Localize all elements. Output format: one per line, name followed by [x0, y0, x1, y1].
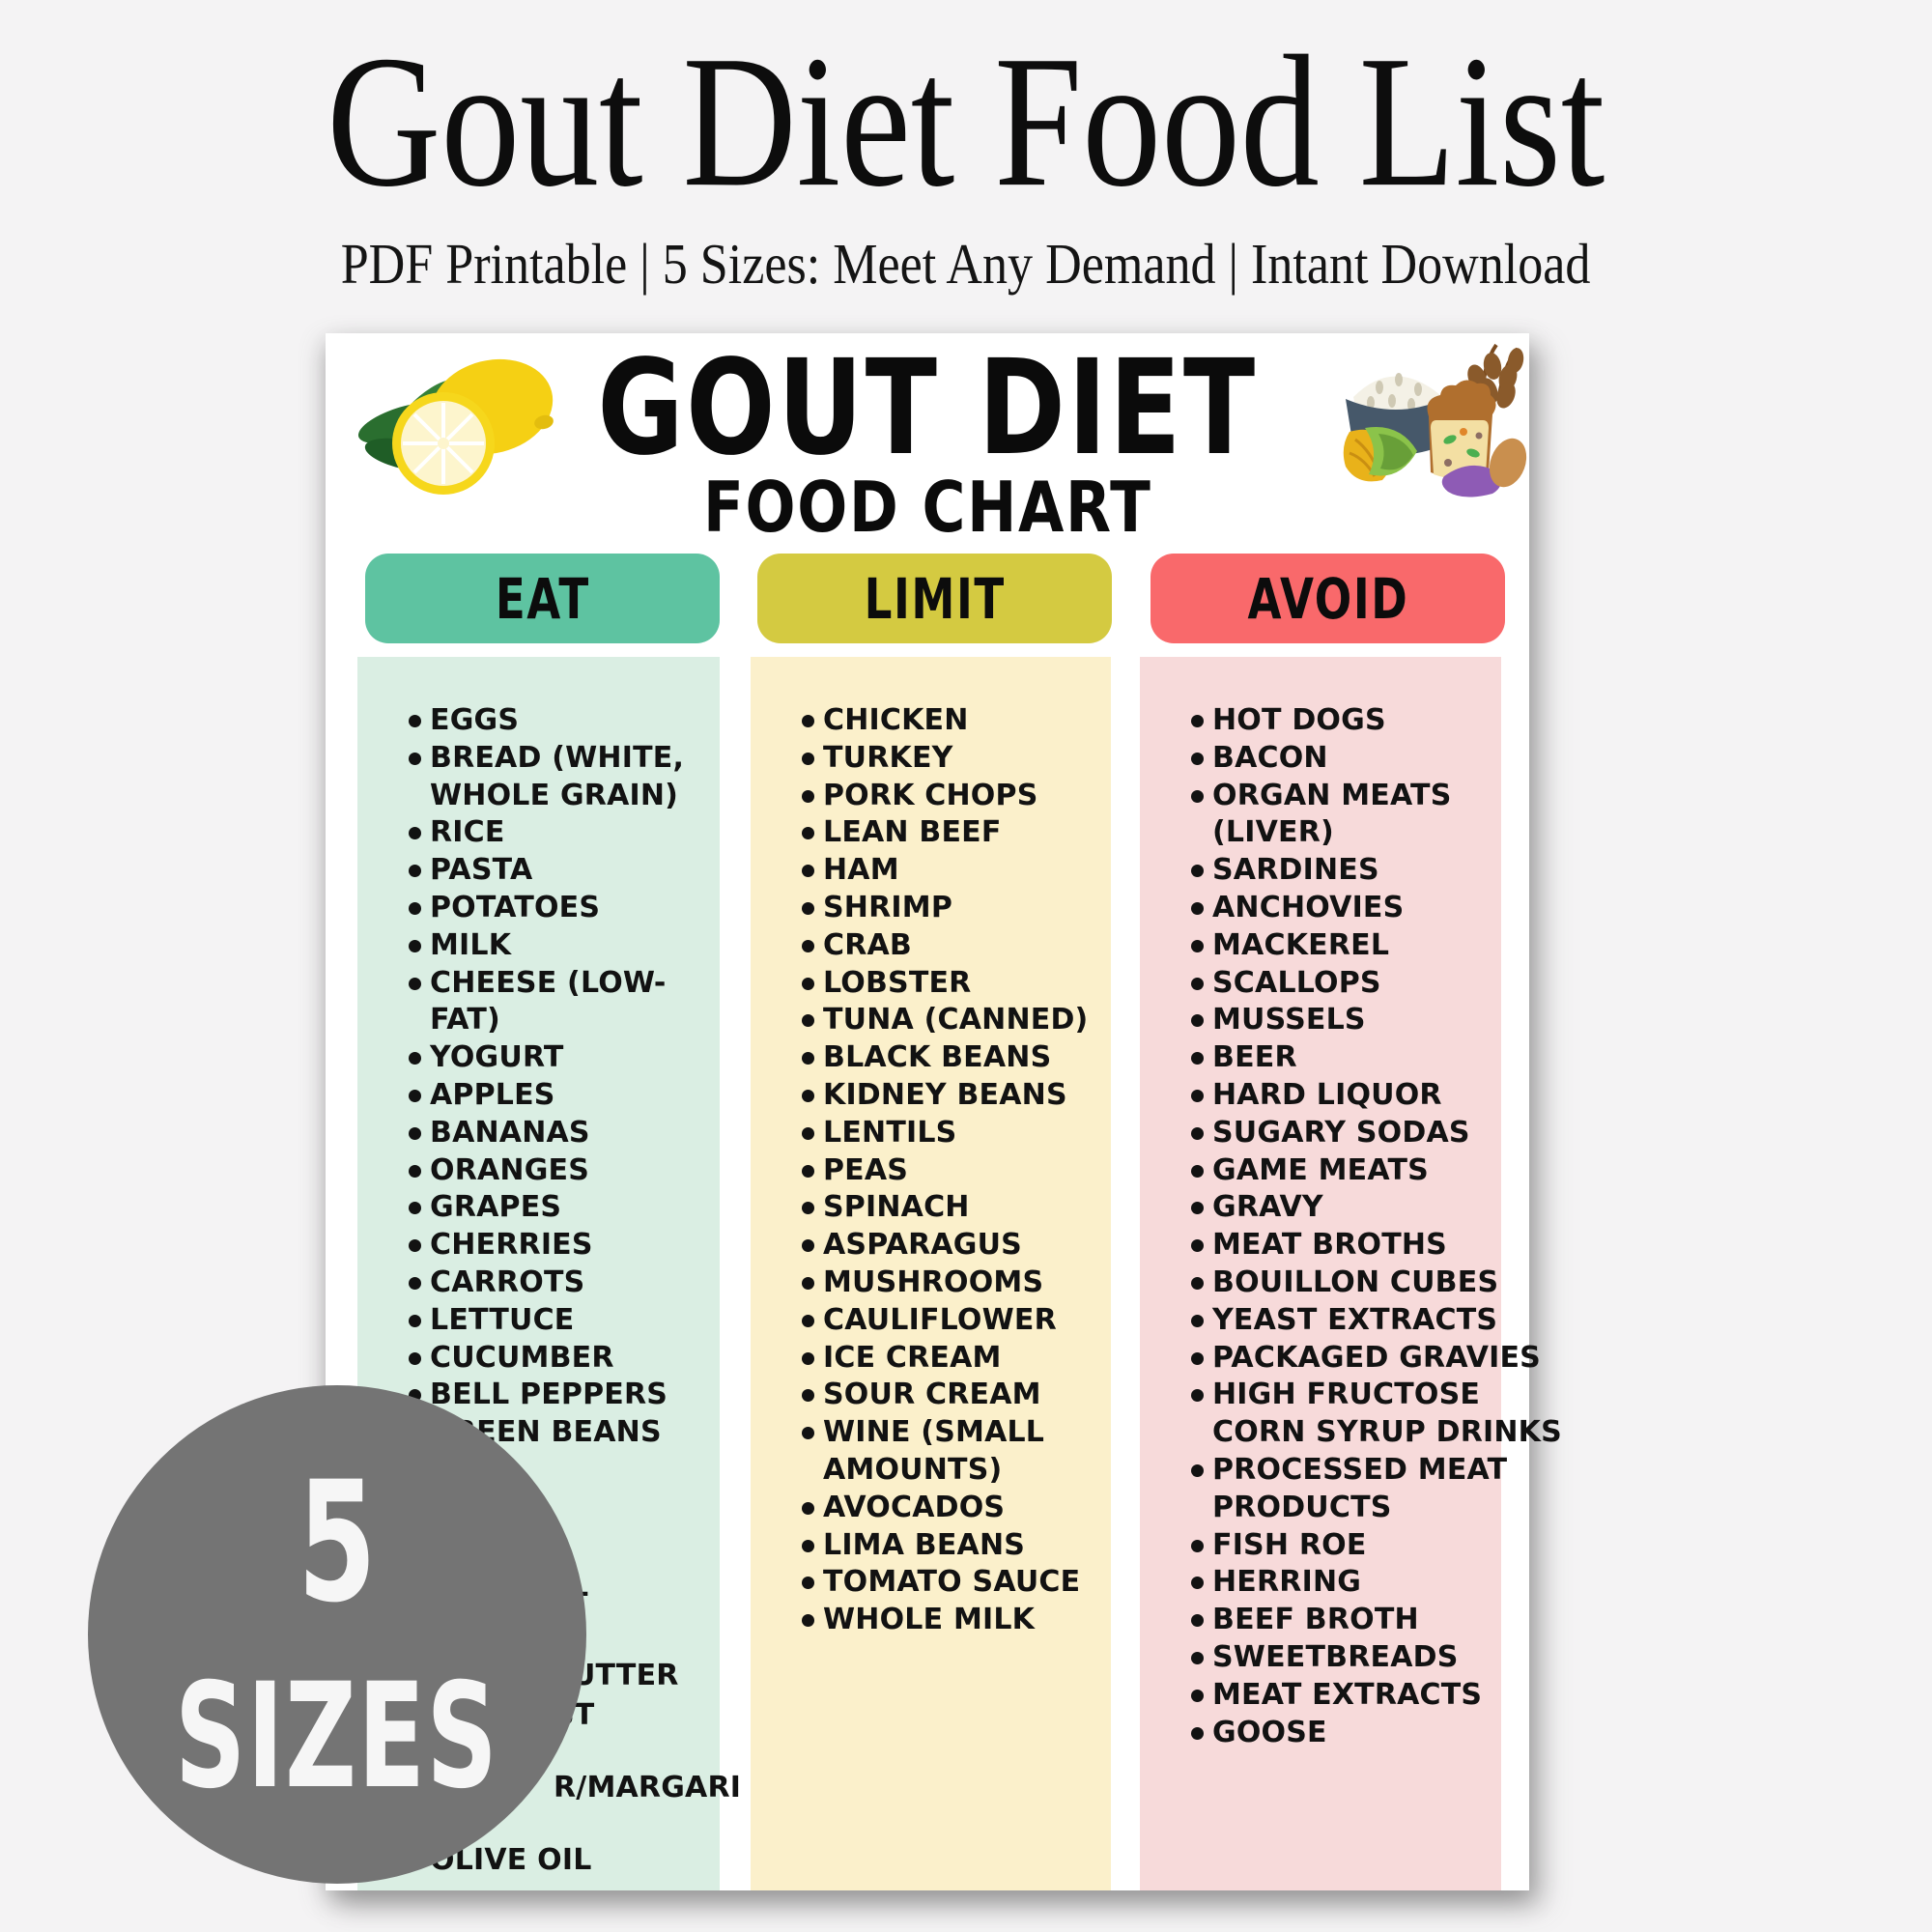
- grains-bread-icon: [1336, 339, 1529, 505]
- list-item: FISH ROE: [1140, 1527, 1501, 1565]
- obscured-list-fragment: UTTER: [572, 1659, 679, 1692]
- food-list-avoid: HOT DOGS BACON ORGAN MEATS (LIVER) SARDINES A…: [1140, 657, 1562, 1752]
- list-item: CRAB: [751, 927, 1111, 965]
- list-item: KIDNEY BEANS: [751, 1077, 1111, 1115]
- list-item: YOGURT: [357, 1039, 720, 1077]
- list-item: BANANAS: [357, 1115, 720, 1152]
- lemon-icon: [351, 351, 561, 501]
- list-item: BEER: [1140, 1039, 1501, 1077]
- food-list-eat: EGGS BREAD (WHITE, WHOLE GRAIN) RICE PASTA PO…: [357, 657, 720, 1452]
- list-item: YEAST EXTRACTS: [1140, 1302, 1501, 1340]
- list-item: LOBSTER: [751, 965, 1111, 1003]
- chart-subtitle: FOOD CHART: [702, 467, 1152, 548]
- column-header-limit: LIMIT: [757, 554, 1112, 643]
- obscured-list-fragment: R/MARGARI: [554, 1771, 742, 1804]
- list-item: HERRING: [1140, 1564, 1501, 1602]
- list-item: CHICKEN: [751, 702, 1111, 740]
- list-item: SUGARY SODAS: [1140, 1115, 1501, 1152]
- list-item: BACON: [1140, 740, 1501, 778]
- list-item: PORK CHOPS: [751, 778, 1111, 815]
- list-item: WINE (SMALL AMOUNTS): [751, 1414, 1111, 1490]
- badge-count: 5: [298, 1445, 377, 1639]
- list-item: SPINACH: [751, 1189, 1111, 1227]
- list-item: CUCUMBER: [357, 1340, 720, 1378]
- list-item: TUNA (CANNED): [751, 1002, 1111, 1039]
- list-item: RICE: [357, 814, 720, 852]
- list-item: BOUILLON CUBES: [1140, 1264, 1501, 1302]
- list-item: SCALLOPS: [1140, 965, 1501, 1003]
- list-item: GOOSE: [1140, 1715, 1501, 1752]
- list-item: ORANGES: [357, 1152, 720, 1190]
- list-item: HOT DOGS: [1140, 702, 1501, 740]
- list-item: LETTUCE: [357, 1302, 720, 1340]
- column-body-avoid: HOT DOGS BACON ORGAN MEATS (LIVER) SARDINES A…: [1140, 657, 1562, 1890]
- list-item: CHEESE (LOW- FAT): [357, 965, 720, 1040]
- list-item: ASPARAGUS: [751, 1227, 1111, 1264]
- list-item: ORGAN MEATS (LIVER): [1140, 778, 1501, 853]
- list-item: MILK: [357, 927, 720, 965]
- list-item: MEAT EXTRACTS: [1140, 1677, 1501, 1715]
- list-item: SARDINES: [1140, 852, 1501, 890]
- list-item: MUSSELS: [1140, 1002, 1501, 1039]
- list-item: AVOCADOS: [751, 1490, 1111, 1527]
- list-item: BELL PEPPERS: [357, 1377, 720, 1414]
- list-item: EGGS: [357, 702, 720, 740]
- list-item: CAULIFLOWER: [751, 1302, 1111, 1340]
- list-item: GRAVY: [1140, 1189, 1501, 1227]
- list-item: HIGH FRUCTOSE CORN SYRUP DRINKS: [1140, 1377, 1562, 1452]
- list-item: PACKAGED GRAVIES: [1140, 1340, 1541, 1378]
- list-item: PEAS: [751, 1152, 1111, 1190]
- list-item: CARROTS: [357, 1264, 720, 1302]
- list-item: ICE CREAM: [751, 1340, 1111, 1378]
- list-item: WHOLE MILK: [751, 1602, 1111, 1639]
- list-item: PASTA: [357, 852, 720, 890]
- list-item: BREAD (WHITE, WHOLE GRAIN): [357, 740, 720, 815]
- list-item: LENTILS: [751, 1115, 1111, 1152]
- list-item: MACKEREL: [1140, 927, 1501, 965]
- list-item: ANCHOVIES: [1140, 890, 1501, 927]
- list-item: POTATOES: [357, 890, 720, 927]
- column-header-eat: EAT: [365, 554, 720, 643]
- page-title: Gout Diet Food List: [327, 16, 1605, 227]
- chart-title: GOUT DIET: [597, 332, 1258, 485]
- list-item: BLACK BEANS: [751, 1039, 1111, 1077]
- badge-label: SIZES: [175, 1653, 499, 1821]
- list-item: LEAN BEEF: [751, 814, 1111, 852]
- list-item: PROCESSED MEAT PRODUCTS: [1140, 1452, 1507, 1527]
- column-body-limit: CHICKEN TURKEY PORK CHOPS LEAN BEEF HAM SHRIM…: [751, 657, 1111, 1890]
- list-item: MEAT BROTHS: [1140, 1227, 1501, 1264]
- list-item: MUSHROOMS: [751, 1264, 1111, 1302]
- list-item: SOUR CREAM: [751, 1377, 1111, 1414]
- list-item: APPLES: [357, 1077, 720, 1115]
- list-item: SWEETBREADS: [1140, 1639, 1501, 1677]
- column-header-avoid: AVOID: [1151, 554, 1505, 643]
- list-item: GRAPES: [357, 1189, 720, 1227]
- list-item: TOMATO SAUCE: [751, 1564, 1111, 1602]
- list-item: CHERRIES: [357, 1227, 720, 1264]
- list-item: HAM: [751, 852, 1111, 890]
- list-item: GAME MEATS: [1140, 1152, 1501, 1190]
- food-list-limit: CHICKEN TURKEY PORK CHOPS LEAN BEEF HAM SHRIM…: [751, 657, 1111, 1639]
- page-subtitle: PDF Printable | 5 Sizes: Meet Any Demand…: [341, 233, 1591, 297]
- list-item: LIMA BEANS: [751, 1527, 1111, 1565]
- list-item: BEEF BROTH: [1140, 1602, 1501, 1639]
- list-item: TURKEY: [751, 740, 1111, 778]
- list-item: SHRIMP: [751, 890, 1111, 927]
- list-item: HARD LIQUOR: [1140, 1077, 1501, 1115]
- sizes-badge: 5 SIZES: [88, 1385, 586, 1884]
